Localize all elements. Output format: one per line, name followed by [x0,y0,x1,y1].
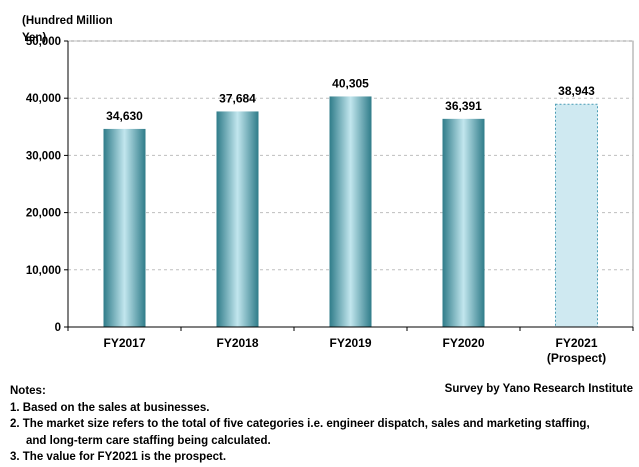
x-tick-sublabel: (Prospect) [547,351,606,365]
notes-heading: Notes: [10,385,46,397]
bar-value-label: 37,684 [219,91,256,105]
y-axis-unit-label: (Hundred Million Yen) [22,15,113,44]
y-tick-label: 20,000 [26,208,61,220]
bar-value-label: 38,943 [558,84,595,98]
y-tick-label: 30,000 [26,150,61,162]
y-tick-label: 40,000 [26,93,61,105]
source-credit: Survey by Yano Research Institute [444,383,633,395]
bar-chart: 34,630 37,684 40,305 36,391 38,943 0 10,000 20… [26,36,634,365]
y-tick-label: 0 [55,322,61,334]
x-tick-label: FY2019 [329,336,371,350]
bar-fy2019 [329,96,372,327]
note-2: 2. The market size refers to the total o… [10,418,590,430]
note-3: 3. The value for FY2021 is the prospect. [10,451,227,463]
note-1: 1. Based on the sales at businesses. [10,401,210,414]
bar-fy2020 [442,118,485,328]
bar-fy2021 [555,103,598,328]
y-tick-label: 10,000 [26,265,61,277]
y-tick-label: 50,000 [26,36,61,48]
bar-value-label: 34,630 [106,109,143,123]
x-tick-label: FY2018 [216,336,258,350]
bar-value-label: 36,391 [445,99,482,113]
x-tick-label: FY2021 [555,336,597,350]
x-tick-label: FY2017 [103,336,145,350]
notes: Notes: 1. Based on the sales at business… [10,383,590,466]
bar-value-label: 40,305 [332,76,369,90]
bar-fy2018 [216,111,259,328]
x-tick-label: FY2020 [442,336,484,350]
note-2-continued: and long-term care staffing being calcul… [26,434,271,447]
bar-fy2017 [103,128,146,327]
